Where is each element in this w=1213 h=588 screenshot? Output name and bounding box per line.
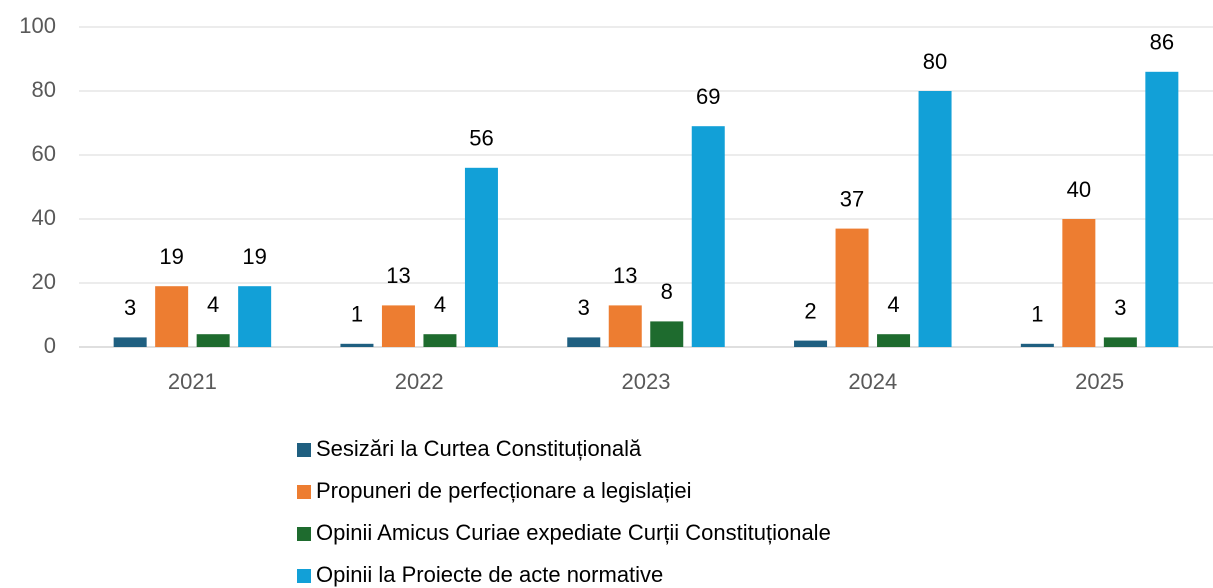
data-label: 86 <box>1150 30 1174 55</box>
data-label: 2 <box>804 298 816 323</box>
y-tick-label: 60 <box>32 141 56 166</box>
legend-swatch <box>297 569 311 583</box>
bar <box>877 334 911 347</box>
x-tick-label: 2022 <box>395 369 444 394</box>
data-label: 1 <box>351 302 363 327</box>
bar <box>423 334 457 347</box>
bar <box>918 91 952 347</box>
data-label: 13 <box>613 263 637 288</box>
bar <box>381 305 415 347</box>
legend-label: Opinii Amicus Curiae expediate Curții Co… <box>316 520 831 545</box>
data-label: 4 <box>434 292 446 317</box>
y-tick-label: 80 <box>32 77 56 102</box>
x-tick-label: 2021 <box>168 369 217 394</box>
data-label: 37 <box>840 186 864 211</box>
bar <box>113 337 147 347</box>
bar <box>650 321 684 347</box>
x-tick-label: 2023 <box>622 369 671 394</box>
y-tick-label: 20 <box>32 269 56 294</box>
data-label: 56 <box>469 126 493 151</box>
bar <box>794 340 828 347</box>
y-tick-label: 100 <box>19 13 56 38</box>
legend-label: Sesizări la Curtea Constituțională <box>316 436 642 461</box>
data-label: 19 <box>159 244 183 269</box>
data-label: 19 <box>242 244 266 269</box>
bar <box>155 286 189 347</box>
data-label: 13 <box>386 263 410 288</box>
legend-swatch <box>297 485 311 499</box>
data-label: 80 <box>923 49 947 74</box>
bar <box>567 337 601 347</box>
legend-label: Opinii la Proiecte de acte normative <box>316 562 663 587</box>
bar <box>1020 343 1054 347</box>
bar <box>608 305 642 347</box>
x-tick-label: 2024 <box>848 369 897 394</box>
data-label: 1 <box>1031 302 1043 327</box>
legend-swatch <box>297 443 311 457</box>
bar <box>1062 219 1096 347</box>
data-label: 4 <box>887 292 899 317</box>
y-tick-label: 0 <box>44 333 56 358</box>
bar <box>238 286 272 347</box>
x-tick-label: 2025 <box>1075 369 1124 394</box>
data-label: 3 <box>1114 295 1126 320</box>
data-label: 69 <box>696 84 720 109</box>
data-label: 4 <box>207 292 219 317</box>
data-label: 3 <box>578 295 590 320</box>
data-label: 8 <box>661 279 673 304</box>
y-tick-label: 40 <box>32 205 56 230</box>
legend-label: Propuneri de perfecționare a legislației <box>316 478 691 503</box>
data-label: 40 <box>1067 177 1091 202</box>
data-label: 3 <box>124 295 136 320</box>
bar <box>196 334 230 347</box>
bar <box>464 167 498 347</box>
legend-swatch <box>297 527 311 541</box>
bar <box>835 228 869 347</box>
bar <box>691 126 725 347</box>
bar <box>340 343 374 347</box>
bar <box>1103 337 1137 347</box>
bar <box>1145 71 1179 348</box>
